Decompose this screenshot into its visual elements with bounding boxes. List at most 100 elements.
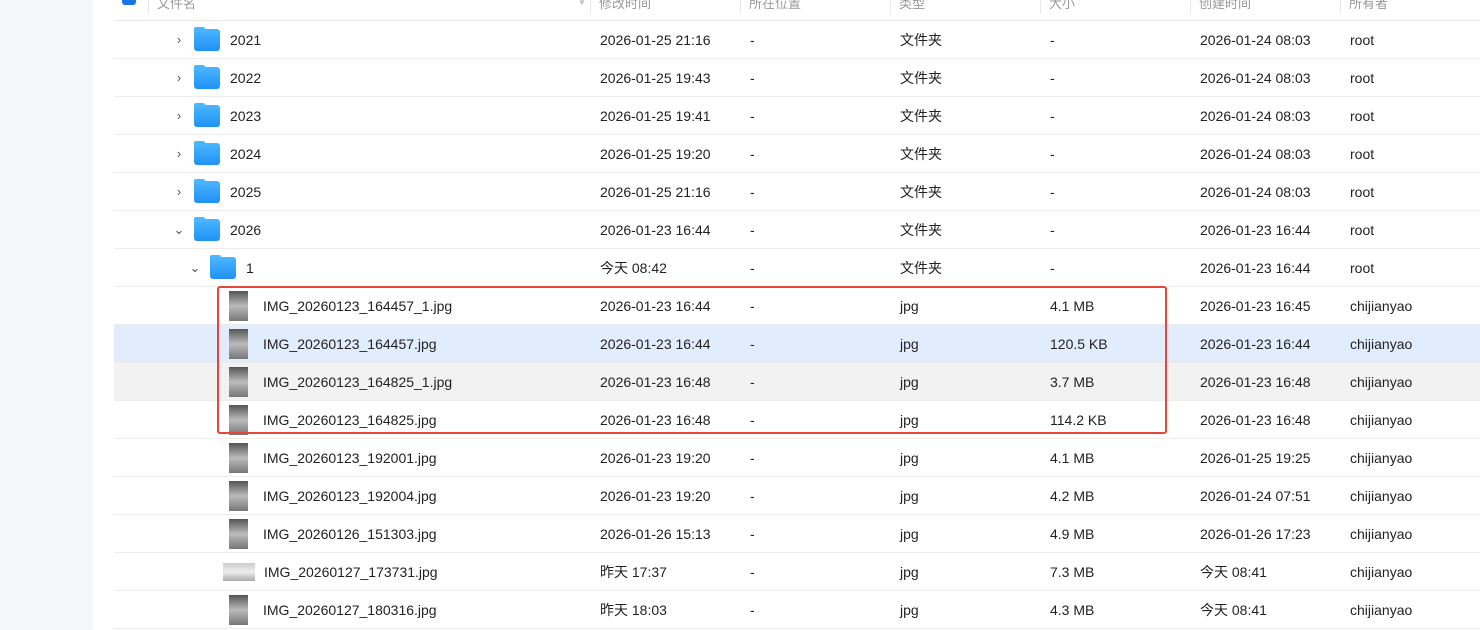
file-name[interactable]: IMG_20260127_173731.jpg — [264, 563, 438, 580]
cell-size: - — [1050, 259, 1055, 276]
cell-created: 2026-01-23 16:44 — [1200, 221, 1311, 238]
cell-location: - — [750, 487, 755, 504]
cell-type: jpg — [900, 411, 919, 428]
cell-type: jpg — [900, 601, 919, 618]
file-name[interactable]: 1 — [246, 259, 254, 276]
folder-icon — [210, 254, 236, 279]
cell-size: 120.5 KB — [1050, 335, 1108, 352]
file-row[interactable]: IMG_20260123_164457.jpg 2026-01-23 16:44 -… — [114, 325, 1480, 363]
image-thumbnail — [229, 328, 248, 359]
image-thumbnail — [229, 518, 248, 549]
file-table: 文件名 ▲▼ 修改时间 所在位置 类型 大小 创建时间 所有者 › 2021 202… — [114, 0, 1480, 629]
cell-location: - — [750, 601, 755, 618]
column-header-size[interactable]: 大小 — [1040, 0, 1075, 14]
column-header-created[interactable]: 创建时间 — [1190, 0, 1251, 14]
file-row[interactable]: IMG_20260123_192001.jpg 2026-01-23 19:20 -… — [114, 439, 1480, 477]
file-name[interactable]: IMG_20260123_192001.jpg — [263, 449, 437, 466]
file-row[interactable]: IMG_20260123_164457_1.jpg 2026-01-23 16:4… — [114, 287, 1480, 325]
cell-modified: 今天 08:42 — [600, 259, 667, 276]
folder-row[interactable]: ⌄ 1 今天 08:42 - 文件夹 - 2026-01-23 16:44 root — [114, 249, 1480, 287]
folder-row[interactable]: › 2022 2026-01-25 19:43 - 文件夹 - 2026-01-24 08:… — [114, 59, 1480, 97]
cell-size: - — [1050, 221, 1055, 238]
cell-created: 2026-01-24 07:51 — [1200, 487, 1311, 504]
folder-row[interactable]: ⌄ 2026 2026-01-23 16:44 - 文件夹 - 2026-01-23 16:… — [114, 211, 1480, 249]
cell-type: jpg — [900, 335, 919, 352]
cell-owner: chijianyao — [1350, 373, 1413, 390]
file-name[interactable]: 2025 — [230, 183, 262, 200]
file-row[interactable]: IMG_20260123_164825.jpg 2026-01-23 16:48 -… — [114, 401, 1480, 439]
select-all-checkbox[interactable] — [122, 0, 136, 5]
file-name[interactable]: 2023 — [230, 107, 262, 124]
file-name[interactable]: 2021 — [230, 31, 262, 48]
cell-type: 文件夹 — [900, 107, 942, 124]
file-name[interactable]: IMG_20260127_180316.jpg — [263, 601, 437, 618]
cell-modified: 2026-01-23 16:48 — [600, 373, 711, 390]
cell-size: - — [1050, 69, 1055, 86]
chevron-right-icon[interactable]: › — [176, 146, 182, 161]
folder-row[interactable]: › 2023 2026-01-25 19:41 - 文件夹 - 2026-01-24 08:… — [114, 97, 1480, 135]
cell-modified: 2026-01-25 19:41 — [600, 107, 711, 124]
cell-created: 2026-01-24 08:03 — [1200, 107, 1311, 124]
file-name[interactable]: 2024 — [230, 145, 262, 162]
cell-created: 2026-01-24 08:03 — [1200, 183, 1311, 200]
column-header-owner[interactable]: 所有者 — [1340, 0, 1388, 14]
chevron-down-icon[interactable]: ⌄ — [173, 221, 185, 237]
cell-owner: chijianyao — [1350, 297, 1413, 314]
column-header-location[interactable]: 所在位置 — [740, 0, 801, 14]
file-name[interactable]: IMG_20260123_164825.jpg — [263, 411, 437, 428]
chevron-right-icon[interactable]: › — [176, 32, 182, 47]
file-row[interactable]: IMG_20260127_180316.jpg 昨天 18:03 - jpg 4.3 M… — [114, 591, 1480, 629]
file-name[interactable]: IMG_20260123_164457_1.jpg — [263, 297, 453, 314]
chevron-right-icon[interactable]: › — [176, 184, 182, 199]
file-name[interactable]: IMG_20260123_164825_1.jpg — [263, 373, 453, 390]
folder-icon — [194, 64, 220, 89]
cell-created: 2026-01-24 08:03 — [1200, 31, 1311, 48]
chevron-down-icon[interactable]: ⌄ — [189, 259, 201, 275]
cell-type: 文件夹 — [900, 183, 942, 200]
file-row[interactable]: IMG_20260127_173731.jpg 昨天 17:37 - jpg 7.3 M… — [114, 553, 1480, 591]
cell-modified: 2026-01-25 21:16 — [600, 31, 711, 48]
cell-size: 4.1 MB — [1050, 297, 1095, 314]
image-thumbnail — [229, 594, 248, 625]
cell-modified: 2026-01-25 21:16 — [600, 183, 711, 200]
file-name[interactable]: 2022 — [230, 69, 262, 86]
chevron-right-icon[interactable]: › — [176, 70, 182, 85]
cell-modified: 2026-01-23 19:20 — [600, 487, 711, 504]
file-name[interactable]: IMG_20260126_151303.jpg — [263, 525, 437, 542]
column-header-modified[interactable]: 修改时间 — [590, 0, 651, 14]
cell-created: 2026-01-24 08:03 — [1200, 145, 1311, 162]
folder-row[interactable]: › 2024 2026-01-25 19:20 - 文件夹 - 2026-01-24 08:… — [114, 135, 1480, 173]
file-row[interactable]: IMG_20260126_151303.jpg 2026-01-26 15:13 -… — [114, 515, 1480, 553]
cell-location: - — [750, 107, 755, 124]
cell-created: 2026-01-23 16:44 — [1200, 335, 1311, 352]
column-header-type[interactable]: 类型 — [890, 0, 925, 14]
image-thumbnail — [229, 366, 248, 397]
cell-created: 2026-01-23 16:44 — [1200, 259, 1311, 276]
cell-owner: root — [1350, 145, 1375, 162]
cell-owner: root — [1350, 69, 1375, 86]
cell-owner: chijianyao — [1350, 487, 1413, 504]
cell-owner: root — [1350, 183, 1375, 200]
cell-created: 2026-01-24 08:03 — [1200, 69, 1311, 86]
folder-row[interactable]: › 2025 2026-01-25 21:16 - 文件夹 - 2026-01-24 08:… — [114, 173, 1480, 211]
cell-size: 3.7 MB — [1050, 373, 1095, 390]
file-name[interactable]: IMG_20260123_192004.jpg — [263, 487, 437, 504]
file-row[interactable]: IMG_20260123_164825_1.jpg 2026-01-23 16:4… — [114, 363, 1480, 401]
column-header-name[interactable]: 文件名 — [148, 0, 196, 14]
cell-size: 4.2 MB — [1050, 487, 1095, 504]
cell-type: 文件夹 — [900, 145, 942, 162]
sort-icon[interactable]: ▲▼ — [578, 0, 586, 7]
file-name[interactable]: 2026 — [230, 221, 262, 238]
cell-type: 文件夹 — [900, 259, 942, 276]
chevron-right-icon[interactable]: › — [176, 108, 182, 123]
cell-location: - — [750, 411, 755, 428]
cell-created: 2026-01-26 17:23 — [1200, 525, 1311, 542]
file-row[interactable]: IMG_20260123_192004.jpg 2026-01-23 19:20 -… — [114, 477, 1480, 515]
cell-size: 4.3 MB — [1050, 601, 1095, 618]
sidebar — [0, 0, 93, 630]
cell-created: 2026-01-23 16:48 — [1200, 411, 1311, 428]
file-name[interactable]: IMG_20260123_164457.jpg — [263, 335, 437, 352]
folder-row[interactable]: › 2021 2026-01-25 21:16 - 文件夹 - 2026-01-24 08:… — [114, 21, 1480, 59]
cell-size: - — [1050, 31, 1055, 48]
cell-location: - — [750, 221, 755, 238]
